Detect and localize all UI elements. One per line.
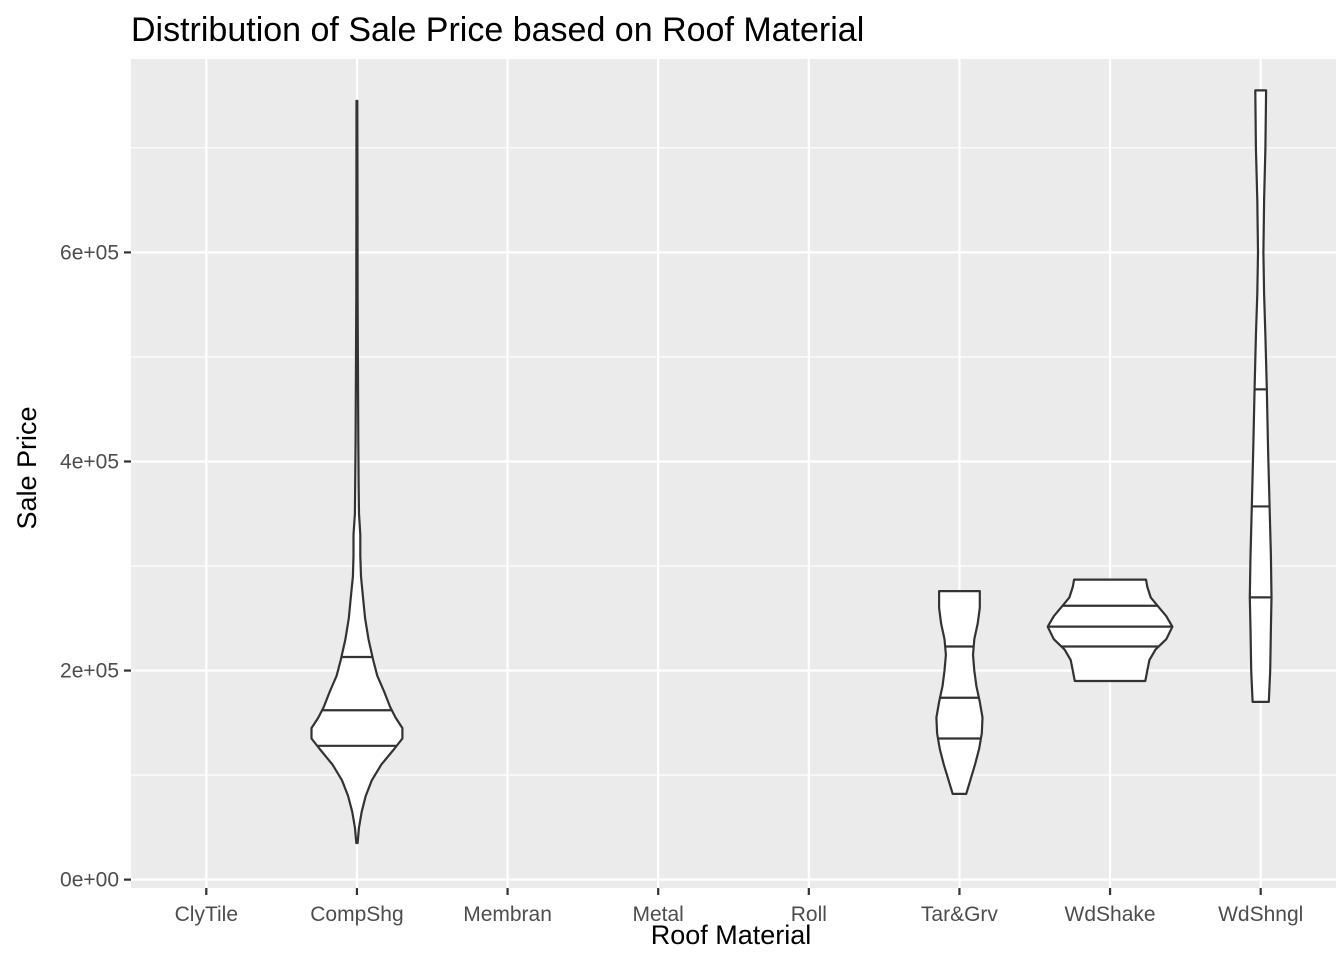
x-tick-label: WdShngl [1218, 903, 1303, 926]
x-axis-title: Roof Material [651, 920, 812, 950]
panel-background [131, 59, 1336, 888]
violin-outline [1248, 89, 1273, 703]
violin-compshg [310, 99, 404, 845]
y-tick-label: 6e+05 [60, 241, 119, 264]
violin-tar-grv [935, 590, 984, 795]
y-tick-label: 0e+00 [60, 869, 119, 892]
x-tick-label: Membran [463, 903, 552, 926]
y-axis-title: Sale Price [12, 406, 42, 529]
y-tick-label: 2e+05 [60, 660, 119, 683]
y-tick-label: 4e+05 [60, 450, 119, 473]
x-tick-label: Tar&Grv [921, 903, 999, 926]
violin-wdshngl [1248, 89, 1273, 703]
violin-outline [935, 590, 984, 795]
x-tick-label: Roll [791, 903, 827, 926]
x-tick-label: ClyTile [175, 903, 238, 926]
violin-wdshake [1046, 578, 1174, 683]
violins [310, 89, 1273, 845]
violin-outline [310, 99, 404, 845]
x-tick-label: Metal [633, 903, 684, 926]
chart-title: Distribution of Sale Price based on Roof… [131, 11, 864, 49]
axes: 0e+00 2e+05 4e+05 6e+05 ClyTile CompShg Membra… [60, 241, 1303, 926]
x-tick-label: CompShg [310, 903, 403, 926]
plot-panel [131, 59, 1336, 888]
x-tick-label: WdShake [1065, 903, 1156, 926]
